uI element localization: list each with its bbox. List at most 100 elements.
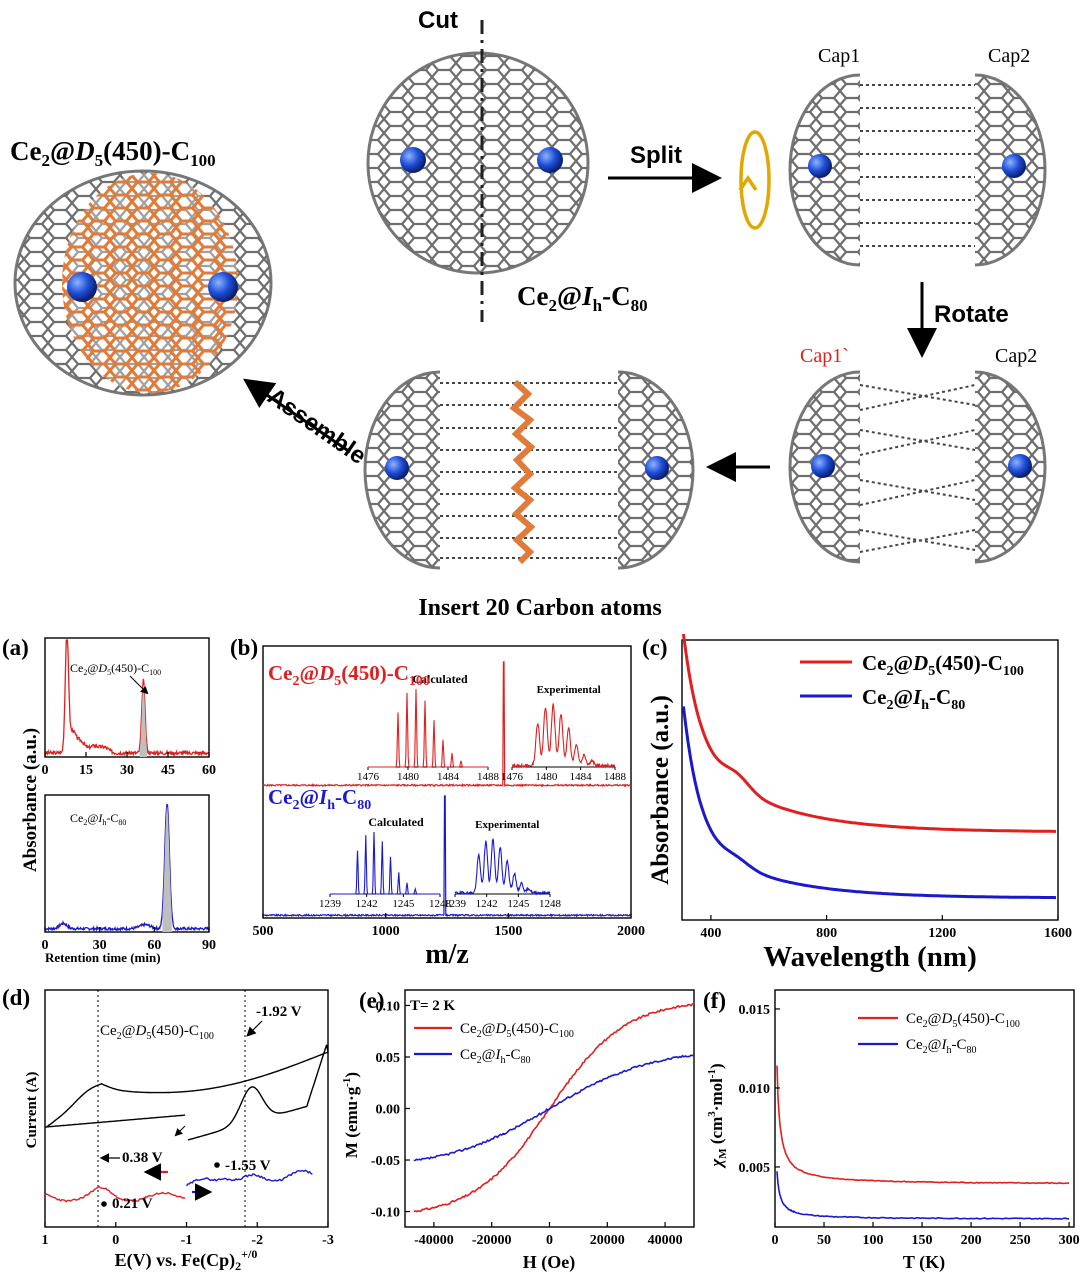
panel-d-ticks: 1 0 -1 -2 -3 xyxy=(42,1222,334,1248)
split-caps xyxy=(788,73,1047,267)
panel-b-label: (b) xyxy=(230,635,258,660)
panel-b-frame xyxy=(262,645,632,919)
panel-e-red-curve xyxy=(413,1003,694,1213)
panel-a-bottom-label: Ce2@Ih-C80 xyxy=(70,811,126,827)
panel-f-tick-label: 0.005 xyxy=(739,1161,771,1176)
panel-d-red-trace xyxy=(44,1185,186,1203)
panel-e-tick-label: -0.05 xyxy=(371,1154,400,1169)
panel-a-ylabel: Absorbance (a.u.) xyxy=(20,728,41,872)
panel-d-annotation-2: 0.38 V xyxy=(122,1150,163,1166)
panel-c-legend-red: Ce2@D5(450)-C100 xyxy=(862,651,1024,679)
panel-a-top-ticks: 0 15 30 45 60 xyxy=(42,752,216,778)
panel-b-inset-label: Calculated xyxy=(412,672,468,686)
panel-f-tick-label: 300 xyxy=(1059,1233,1080,1248)
panel-f-tick-label: 250 xyxy=(1010,1233,1031,1248)
panel-c-xlabel: Wavelength (nm) xyxy=(763,941,976,973)
panel-f-red-curve xyxy=(776,1065,1070,1185)
panel-e-tick-label: 0.05 xyxy=(376,1051,401,1066)
cap2-label: Cap2 xyxy=(988,45,1030,67)
panel-e-tick-label: -20000 xyxy=(472,1233,512,1248)
panel-a-label: (a) xyxy=(2,635,29,660)
panel-c-label: (c) xyxy=(642,635,668,660)
panel-f-blue-curve xyxy=(776,1171,1070,1220)
panel-b-red-name: Ce2@D5(450)-C100 xyxy=(268,661,430,689)
panel-f-tick-label: 0 xyxy=(772,1233,779,1248)
panel-e-xlabel: H (Oe) xyxy=(523,1252,575,1273)
panel-c-tick-label: 800 xyxy=(816,926,837,941)
panel-e-label: (e) xyxy=(359,988,385,1013)
panel-a-top-trace xyxy=(44,639,210,757)
panel-d-annotation-4: 0.21 V xyxy=(112,1196,153,1212)
panel-d-tick-label: 0 xyxy=(112,1233,119,1248)
c80-cage xyxy=(366,20,590,322)
c100-title: Ce2@D5(450)-C100 xyxy=(10,136,216,170)
panel-a-xlabel: Retention time (min) xyxy=(45,950,161,965)
panel-b-tick-label: 500 xyxy=(253,924,274,939)
assemble-label: Assemble xyxy=(263,383,371,470)
panel-f-tick-label: 100 xyxy=(863,1233,884,1248)
panel-c-frame xyxy=(681,639,1059,921)
panel-b-inset-tick: 1476 xyxy=(357,771,380,783)
split-label: Split xyxy=(630,142,682,169)
panel-e-title: T= 2 K xyxy=(410,998,456,1014)
panel-c-red-curve xyxy=(681,633,1056,833)
panel-d-label: (d) xyxy=(2,985,30,1010)
panel-a-bottom-tick-label: 0 xyxy=(42,938,49,953)
panel-e-ylabel: M (emu·g-1) xyxy=(341,1072,361,1158)
c100-cage xyxy=(13,169,273,397)
panel-a-bottom-frame xyxy=(44,794,210,933)
panel-b-inset-tick: 1242 xyxy=(476,898,498,910)
rotated-caps xyxy=(788,370,1047,564)
panel-a-top-tick-label: 0 xyxy=(42,763,49,778)
panel-d-blue-trace xyxy=(185,1169,313,1187)
panel-e-tick-label: -0.10 xyxy=(371,1206,400,1221)
rotate-icon xyxy=(738,130,771,230)
cap1-label: Cap1 xyxy=(818,45,860,67)
panel-a-top-tick-label: 60 xyxy=(202,763,216,778)
panel-a: (a) Absorbance (a.u.) 0 15 30 45 60 Ce2@D5(4… xyxy=(2,635,216,965)
panel-a-bottom-tick-label: 90 xyxy=(202,938,216,953)
panel-c-ylabel: Absorbance (a.u.) xyxy=(647,695,674,885)
panel-f: (f) χM (cm3·mol-1) 0 50 100 150 200 250 300 0.0… xyxy=(703,988,1080,1273)
c80-title: Ce2@Ih-C80 xyxy=(517,281,648,315)
panel-d-annotation-3: -1.55 V xyxy=(225,1158,271,1174)
panel-a-top-tick-label: 45 xyxy=(161,763,175,778)
panel-b-inset-tick: 1242 xyxy=(356,898,378,910)
panel-b-tick-label: 1000 xyxy=(372,924,400,939)
panel-c-ticks: 400 800 1200 1600 xyxy=(700,915,1072,941)
panel-b-inset-label: Calculated xyxy=(368,815,424,829)
panel-f-tick-label: 200 xyxy=(961,1233,982,1248)
panel-b-inset-tick: 1476 xyxy=(501,771,524,783)
panel-b-inset-tick: 1245 xyxy=(392,898,415,910)
panel-b-inset-tick: 1480 xyxy=(535,771,558,783)
ce-atom xyxy=(67,272,97,302)
panel-d: (d) Current (A) 1 0 -1 -2 -3 Ce2@D5(450)-C10… xyxy=(2,985,334,1273)
panel-b-xlabel: m/z xyxy=(425,939,469,970)
ce-atom xyxy=(400,147,426,173)
panel-b-inset-tick: 1239 xyxy=(319,898,342,910)
panel-b-tick-label: 2000 xyxy=(617,924,645,939)
panel-a-bottom-ticks: 0 30 60 90 xyxy=(42,927,216,953)
panel-b-inset-label: Experimental xyxy=(475,819,539,831)
cut-label: Cut xyxy=(418,7,458,34)
panel-e: (e) M (emu·g-1) -40000 -20000 0 20000 40000-… xyxy=(341,988,695,1273)
ce-atom xyxy=(208,272,238,302)
panel-f-tick-label: 150 xyxy=(912,1233,933,1248)
panel-b-inset-tick: 1239 xyxy=(444,898,467,910)
panel-d-cv-trace xyxy=(44,1044,329,1141)
panel-e-tick-label: -40000 xyxy=(414,1233,454,1248)
panel-b-inset-trace xyxy=(511,703,616,769)
panel-f-frame xyxy=(774,989,1075,1228)
panel-b-inset: 1239 1242 1245 1248 Calculated xyxy=(319,815,452,910)
panel-b-inset: 1476 1480 1484 1488 Calculated xyxy=(357,672,500,783)
panel-b-inset-label: Experimental xyxy=(537,684,601,696)
panel-b-blue-name: Ce2@Ih-C80 xyxy=(268,785,371,813)
panel-c-tick-label: 400 xyxy=(700,926,721,941)
panel-f-label: (f) xyxy=(703,988,726,1013)
insert-label: Insert 20 Carbon atoms xyxy=(418,595,661,621)
panel-b-red-spectrum xyxy=(262,661,632,788)
panel-e-tick-label: 0 xyxy=(546,1233,553,1248)
panel-b-inset-tick: 1480 xyxy=(397,771,420,783)
